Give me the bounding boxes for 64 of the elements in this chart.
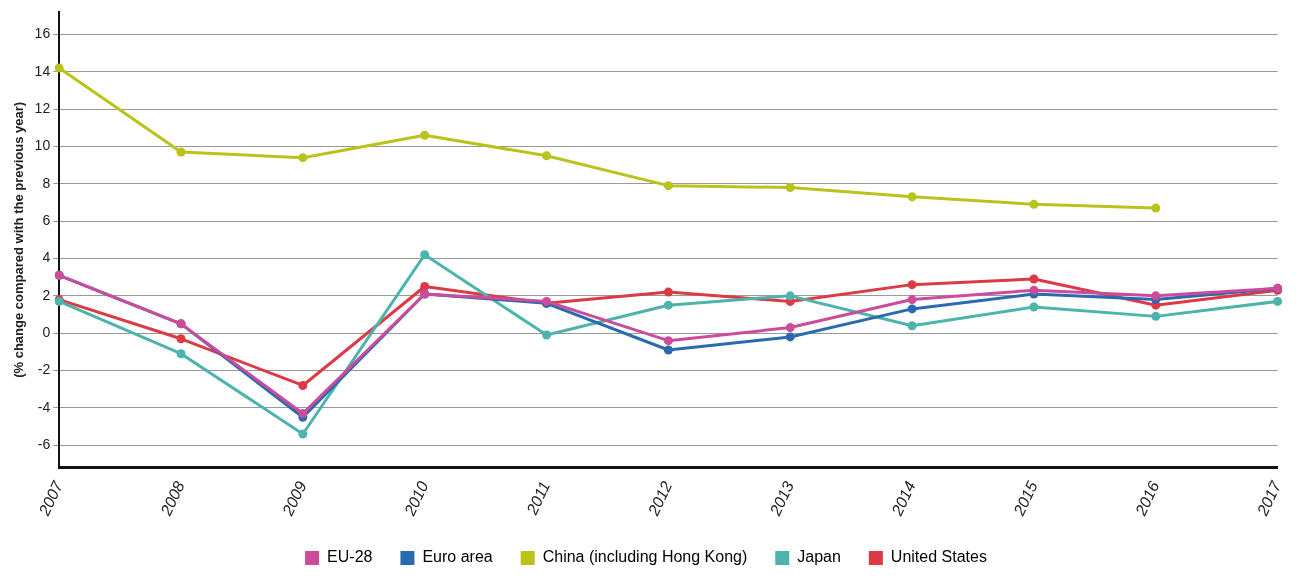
point: [1273, 296, 1283, 306]
legend-label: United States: [890, 548, 987, 566]
y-tick-label: 8: [42, 174, 51, 191]
point: [663, 345, 673, 355]
x-tick-label: 2012: [644, 478, 676, 519]
legend-label: Japan: [797, 548, 841, 566]
point: [298, 429, 308, 439]
point: [298, 153, 308, 163]
y-tick-label: 10: [34, 137, 51, 154]
point: [785, 323, 795, 333]
x-tick-label: 2009: [278, 478, 310, 519]
point: [542, 151, 552, 161]
point: [298, 408, 308, 418]
point: [907, 295, 917, 305]
point: [420, 130, 430, 140]
point: [1151, 291, 1161, 301]
point: [907, 304, 917, 314]
x-tick-label: 2013: [766, 478, 798, 519]
point: [663, 336, 673, 346]
y-tick-label: 0: [42, 324, 51, 341]
point: [785, 183, 795, 193]
point: [1151, 203, 1161, 213]
x-tick-label: 2017: [1253, 477, 1285, 519]
point: [1029, 285, 1039, 295]
y-tick-label: 4: [42, 249, 51, 266]
point: [907, 192, 917, 202]
point: [1151, 311, 1161, 321]
point: [907, 321, 917, 331]
x-tick-label: 2015: [1009, 478, 1041, 519]
point: [663, 287, 673, 297]
y-tick-label: 14: [34, 62, 51, 79]
x-tick-label: 2007: [35, 477, 67, 519]
point: [176, 349, 186, 359]
point: [663, 300, 673, 310]
point: [542, 330, 552, 340]
point: [298, 380, 308, 390]
point: [663, 181, 673, 191]
point: [420, 250, 430, 260]
x-tick-label: 2008: [156, 478, 188, 519]
y-tick-label: -6: [37, 436, 51, 453]
y-axis-title: (% change compared with the previous year): [11, 101, 27, 378]
legend-label: China (including Hong Kong): [542, 548, 748, 566]
x-tick-label: 2010: [400, 478, 432, 519]
point: [785, 291, 795, 301]
y-tick-label: 2: [42, 286, 51, 303]
point: [176, 147, 186, 157]
x-tick-label: 2016: [1131, 478, 1163, 519]
point: [907, 280, 917, 290]
y-tick-label: -2: [37, 361, 51, 378]
y-tick-label: -4: [37, 398, 51, 415]
point: [176, 334, 186, 344]
point: [1029, 199, 1039, 209]
point: [54, 63, 64, 73]
legend-label: Euro area: [422, 548, 493, 566]
point: [785, 332, 795, 342]
point: [1029, 302, 1039, 312]
point: [1029, 274, 1039, 284]
point: [420, 282, 430, 291]
y-tick-label: 6: [42, 212, 51, 228]
y-tick-label: 12: [34, 99, 51, 116]
x-tick-label: 2011: [522, 478, 554, 518]
x-tick-label: 2014: [887, 478, 919, 519]
y-tick-label: 16: [34, 25, 51, 42]
legend-label: EU-28: [327, 548, 373, 566]
